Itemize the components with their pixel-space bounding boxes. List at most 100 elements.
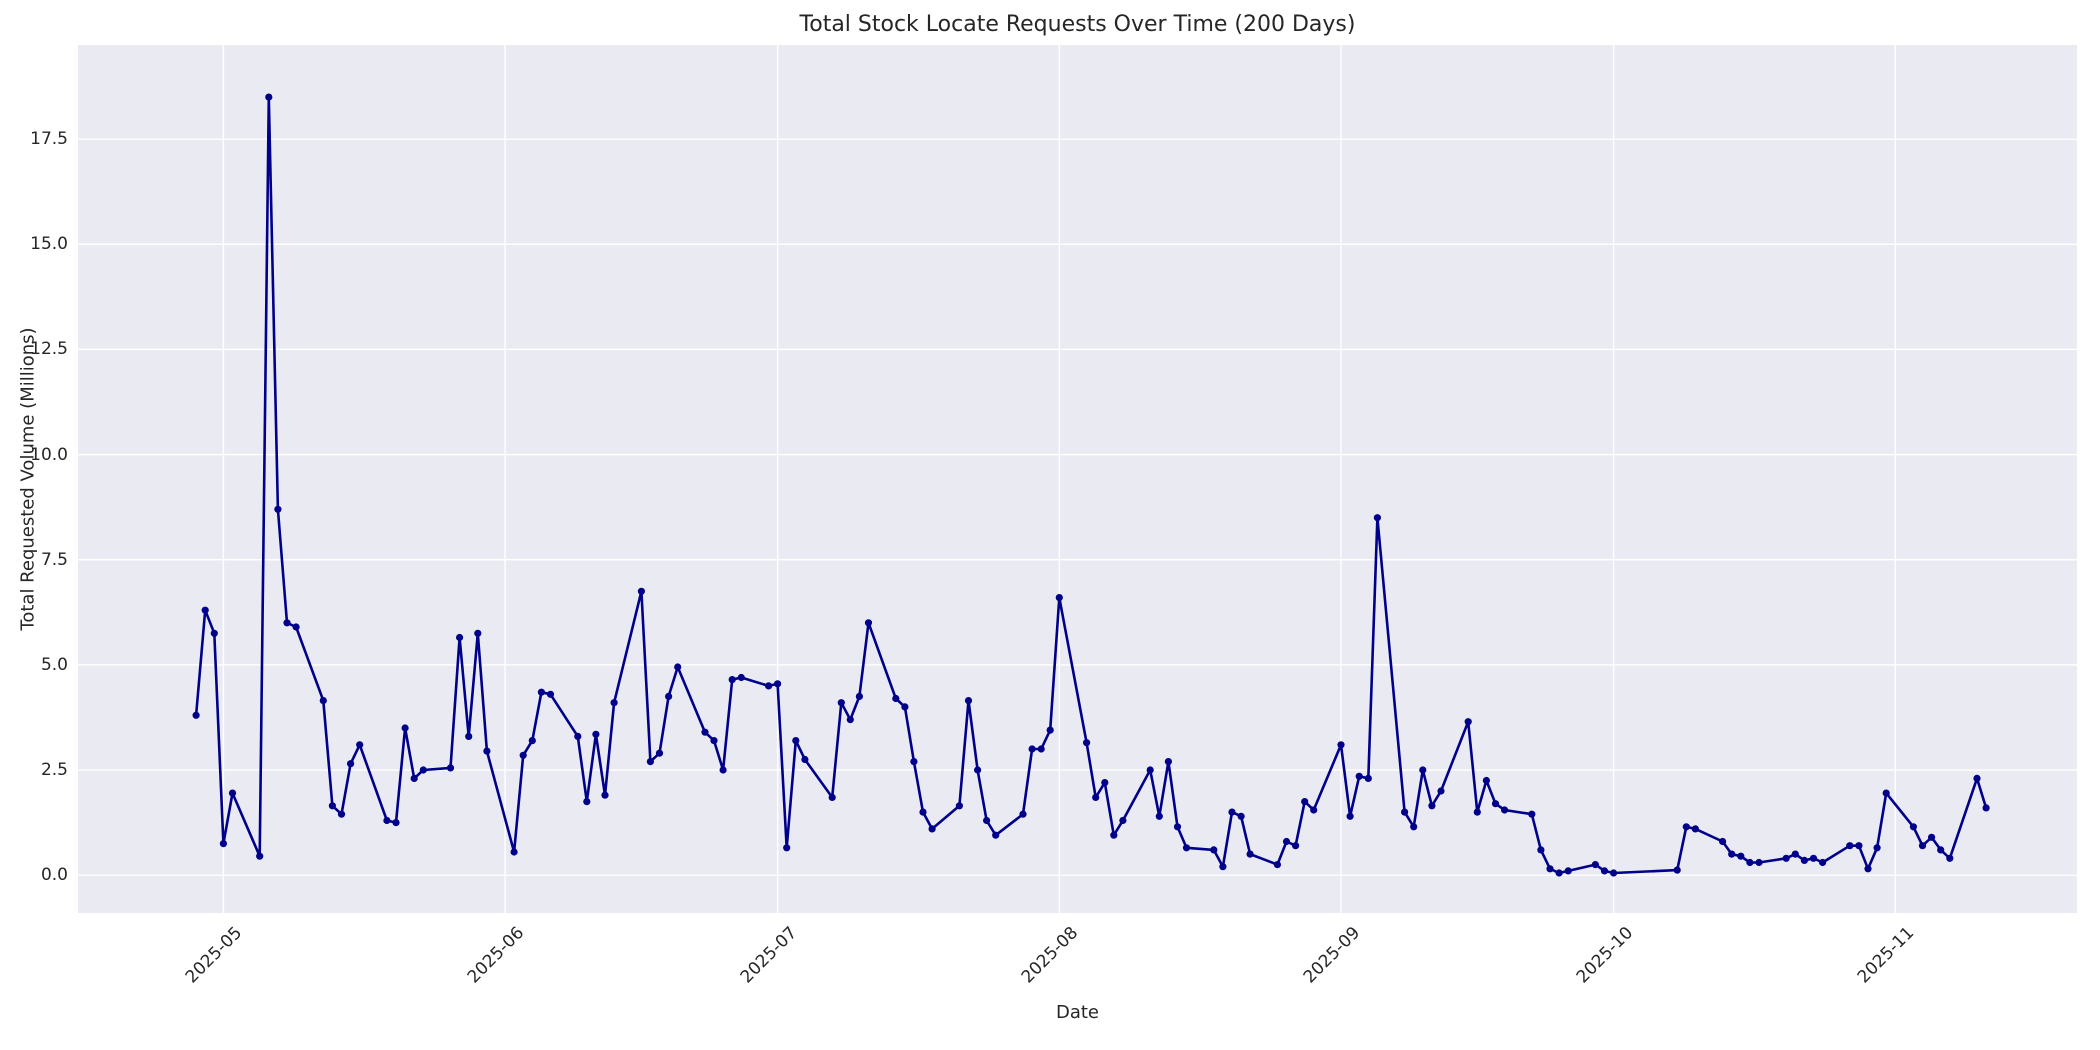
data-point-marker <box>1864 865 1872 873</box>
data-point-marker <box>401 724 409 732</box>
data-point-marker <box>1337 741 1345 749</box>
data-point-marker <box>392 819 400 827</box>
data-point-marker <box>1401 808 1409 816</box>
data-point-marker <box>1918 842 1927 850</box>
data-point-marker <box>1591 861 1599 869</box>
y-tick-label: 17.5 <box>30 129 68 150</box>
x-tick-label: 2025-06 <box>463 923 529 988</box>
data-point-marker <box>446 764 455 772</box>
line-chart-canvas <box>78 45 2077 913</box>
data-point-marker <box>510 848 518 856</box>
data-point-marker <box>701 728 709 736</box>
data-point-marker <box>1210 846 1218 854</box>
data-point-marker <box>864 619 873 627</box>
data-point-marker <box>1083 739 1091 747</box>
data-point-marker <box>892 694 900 703</box>
data-point-marker <box>792 737 800 745</box>
data-point-marker <box>974 766 982 774</box>
data-point-marker <box>1728 850 1736 858</box>
data-point-marker <box>837 699 845 707</box>
data-point-marker <box>519 751 527 759</box>
data-point-marker <box>1464 718 1472 726</box>
data-point-marker <box>1819 858 1827 867</box>
data-point-marker <box>292 623 300 631</box>
data-point-marker <box>1909 823 1917 831</box>
data-point-marker <box>637 587 646 595</box>
data-point-marker <box>256 852 264 860</box>
data-point-marker <box>1037 745 1045 753</box>
y-tick-label: 15.0 <box>30 234 68 255</box>
data-point-marker <box>1292 842 1300 850</box>
data-point-marker <box>1982 804 1990 812</box>
data-point-marker <box>1564 867 1572 875</box>
data-point-marker <box>1028 745 1036 753</box>
data-point-marker <box>265 93 273 101</box>
x-tick-label: 2025-11 <box>1854 923 1919 988</box>
data-point-marker <box>828 793 836 802</box>
x-tick-label: 2025-07 <box>736 923 801 988</box>
data-point-marker <box>1182 844 1191 852</box>
data-point-marker <box>1600 867 1609 875</box>
data-point-marker <box>1282 837 1291 846</box>
data-point-marker <box>1610 869 1618 877</box>
data-point-marker <box>574 732 582 741</box>
data-point-marker <box>1146 766 1154 774</box>
data-point-marker <box>1101 779 1109 787</box>
data-point-marker <box>592 730 600 738</box>
data-line <box>194 95 1988 875</box>
y-tick-label: 10.0 <box>30 444 68 465</box>
data-point-marker <box>601 791 609 799</box>
x-tick-label: 2025-10 <box>1572 923 1637 988</box>
data-point-marker <box>546 690 555 698</box>
y-tick-label: 5.0 <box>40 654 68 675</box>
data-point-marker <box>1228 808 1236 816</box>
data-point-marker <box>337 810 346 818</box>
data-point-marker <box>201 606 209 614</box>
data-point-marker <box>719 766 727 774</box>
data-point-marker <box>901 703 909 711</box>
data-point-marker <box>1473 808 1481 816</box>
data-point-marker <box>1537 846 1545 854</box>
data-point-marker <box>1373 514 1381 522</box>
data-point-marker <box>1546 865 1554 873</box>
data-point-marker <box>410 774 418 783</box>
data-point-marker <box>219 840 227 848</box>
data-point-marker <box>1782 854 1790 862</box>
data-point-marker <box>1946 854 1954 862</box>
data-point-marker <box>319 697 327 705</box>
data-point-marker <box>710 737 718 745</box>
data-point-marker <box>356 741 364 749</box>
data-point-marker <box>383 816 391 825</box>
data-point-marker <box>347 760 355 768</box>
data-point-marker <box>1791 850 1799 858</box>
data-point-marker <box>456 633 464 642</box>
data-point-marker <box>483 747 491 755</box>
data-point-marker <box>1428 802 1436 810</box>
data-point-marker <box>228 789 237 797</box>
data-point-marker <box>1755 858 1763 867</box>
data-point-marker <box>1110 831 1118 839</box>
data-point-marker <box>1364 774 1372 783</box>
data-point-marker <box>674 663 682 671</box>
data-point-marker <box>1555 869 1563 877</box>
y-axis-label: Total Requested Volume (Millions) <box>17 327 39 631</box>
x-axis-label: Date <box>1055 1002 1100 1023</box>
x-tick-label: 2025-05 <box>182 923 247 988</box>
data-point-marker <box>419 766 427 774</box>
data-point-marker <box>537 688 545 696</box>
data-point-marker <box>737 673 745 682</box>
y-tick-label: 7.5 <box>40 549 68 570</box>
data-point-marker <box>1301 798 1309 806</box>
data-point-marker <box>528 737 536 745</box>
data-point-marker <box>1246 850 1254 858</box>
data-point-marker <box>1800 856 1808 865</box>
data-point-marker <box>665 692 673 701</box>
data-point-marker <box>1928 833 1936 841</box>
data-point-marker <box>1055 594 1063 602</box>
data-point-marker <box>910 758 918 766</box>
data-point-marker <box>1410 823 1418 831</box>
data-point-marker <box>1873 844 1881 852</box>
data-point-marker <box>1237 812 1245 820</box>
data-point-marker <box>1691 825 1699 833</box>
